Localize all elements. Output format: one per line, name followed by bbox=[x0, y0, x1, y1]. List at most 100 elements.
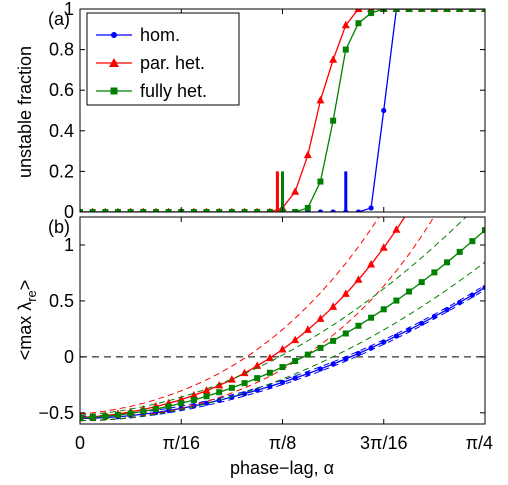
data-point-fully-het bbox=[203, 393, 210, 400]
data-point-fully-het bbox=[330, 337, 337, 344]
panel-a-label: (a) bbox=[48, 9, 70, 29]
data-point-hom bbox=[406, 327, 412, 333]
data-point-fully-het bbox=[431, 9, 438, 12]
series-band-lower-par-het bbox=[80, 217, 435, 422]
data-point-hom bbox=[292, 375, 298, 381]
data-point-fully-het bbox=[393, 297, 400, 304]
data-point-par-het bbox=[303, 325, 312, 333]
x-tick-label: π/16 bbox=[163, 433, 200, 453]
data-point-par-het bbox=[265, 353, 274, 362]
data-point-par-het bbox=[253, 361, 262, 369]
data-point-hom bbox=[305, 371, 311, 377]
data-point-hom bbox=[419, 320, 425, 326]
data-point-par-het bbox=[367, 259, 376, 268]
data-point-fully-het bbox=[203, 209, 210, 212]
panel-b-y-axis-label-main: <max λ bbox=[15, 302, 35, 361]
panel-a-y-axis-label: unstable fraction bbox=[15, 46, 35, 178]
data-point-fully-het bbox=[292, 209, 299, 212]
y-tick-label: 0.6 bbox=[49, 80, 74, 100]
data-point-par-het bbox=[354, 9, 363, 12]
data-point-fully-het bbox=[456, 248, 463, 255]
data-point-fully-het bbox=[80, 414, 83, 421]
data-point-fully-het bbox=[89, 209, 96, 212]
legend-label-par-het: par. het. bbox=[140, 53, 205, 73]
data-point-par-het bbox=[329, 302, 338, 310]
data-point-fully-het bbox=[469, 9, 476, 12]
data-point-par-het bbox=[227, 375, 236, 383]
data-point-fully-het bbox=[165, 209, 172, 212]
y-tick-label: 0.4 bbox=[49, 121, 74, 141]
data-point-hom bbox=[431, 313, 437, 320]
data-point-fully-het bbox=[102, 209, 109, 212]
data-point-fully-het bbox=[482, 9, 485, 12]
legend-entry-fully-het: fully het. bbox=[96, 81, 207, 101]
data-point-hom bbox=[393, 333, 400, 339]
data-point-par-het bbox=[379, 243, 388, 251]
data-point-fully-het bbox=[89, 414, 96, 421]
data-point-fully-het bbox=[393, 9, 400, 12]
legend-marker-hom bbox=[111, 32, 117, 38]
data-point-fully-het bbox=[241, 209, 248, 212]
data-point-fully-het bbox=[418, 9, 425, 12]
data-point-fully-het bbox=[330, 117, 337, 124]
data-point-fully-het bbox=[102, 413, 109, 420]
data-point-hom bbox=[267, 383, 273, 390]
y-tick-label: 0 bbox=[64, 347, 74, 367]
y-tick-label: 0.5 bbox=[49, 291, 74, 311]
data-point-hom bbox=[254, 387, 260, 393]
data-point-hom bbox=[368, 205, 374, 211]
x-tick-label: 3π/16 bbox=[360, 433, 407, 453]
data-point-fully-het bbox=[304, 204, 311, 211]
data-point-fully-het bbox=[406, 9, 413, 12]
data-point-par-het bbox=[291, 335, 300, 344]
data-point-par-het bbox=[316, 314, 325, 322]
data-point-par-het bbox=[341, 289, 350, 297]
series-band-lower-hom bbox=[80, 289, 485, 422]
data-point-fully-het bbox=[380, 306, 387, 313]
panel-b-x-ticks: 0 π/16 π/8 3π/16 π/4 bbox=[75, 217, 493, 453]
data-point-par-het bbox=[303, 150, 312, 159]
data-point-fully-het bbox=[406, 288, 413, 295]
panel-a-y-ticks: 0 0.2 0.4 0.6 0.8 1 bbox=[49, 0, 485, 222]
y-tick-label: 0.8 bbox=[49, 40, 74, 60]
data-point-hom bbox=[317, 209, 324, 212]
data-point-hom bbox=[381, 339, 387, 345]
y-tick-label: −0.5 bbox=[38, 403, 74, 423]
data-point-fully-het bbox=[342, 330, 349, 337]
data-point-hom bbox=[469, 292, 475, 298]
data-point-fully-het bbox=[165, 403, 172, 410]
y-tick-label: 1 bbox=[64, 0, 74, 19]
data-point-hom bbox=[355, 209, 362, 212]
panel-b-y-axis-label: <max λre> bbox=[15, 280, 39, 361]
data-point-hom bbox=[203, 400, 210, 406]
data-point-fully-het bbox=[418, 279, 425, 286]
legend-label-hom: hom. bbox=[140, 25, 180, 45]
legend-marker-fully-het bbox=[110, 87, 118, 95]
data-point-fully-het bbox=[292, 358, 299, 365]
data-point-fully-het bbox=[355, 20, 362, 27]
legend-entry-par-het: par. het. bbox=[96, 53, 205, 73]
legend-marker-par-het bbox=[109, 58, 119, 67]
data-point-fully-het bbox=[317, 344, 324, 351]
data-point-par-het bbox=[291, 187, 300, 195]
data-point-fully-het bbox=[254, 209, 261, 212]
data-point-fully-het bbox=[80, 209, 83, 212]
data-point-fully-het bbox=[355, 322, 362, 329]
data-point-fully-het bbox=[152, 406, 159, 413]
data-point-fully-het bbox=[127, 209, 134, 212]
panel-a: 0 0.2 0.4 0.6 0.8 1 (a) unstable fraction hom… bbox=[15, 0, 486, 222]
data-point-par-het bbox=[329, 55, 338, 63]
data-point-par-het bbox=[341, 20, 350, 29]
data-point-fully-het bbox=[140, 209, 147, 212]
data-point-hom bbox=[457, 299, 463, 306]
data-point-fully-het bbox=[127, 410, 134, 417]
data-point-fully-het bbox=[266, 209, 273, 212]
data-point-par-het bbox=[278, 344, 287, 353]
data-point-hom bbox=[330, 361, 336, 367]
data-point-hom bbox=[381, 107, 387, 114]
panel-b-axes-frame bbox=[79, 216, 486, 425]
data-point-fully-het bbox=[456, 9, 463, 12]
panel-b-label: (b) bbox=[48, 217, 70, 237]
series-line-hom bbox=[80, 286, 485, 420]
data-point-hom bbox=[317, 366, 324, 372]
